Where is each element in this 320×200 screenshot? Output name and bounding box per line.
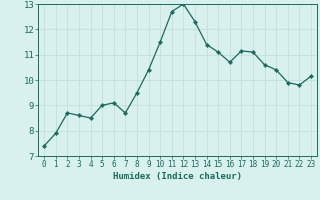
X-axis label: Humidex (Indice chaleur): Humidex (Indice chaleur) (113, 172, 242, 181)
